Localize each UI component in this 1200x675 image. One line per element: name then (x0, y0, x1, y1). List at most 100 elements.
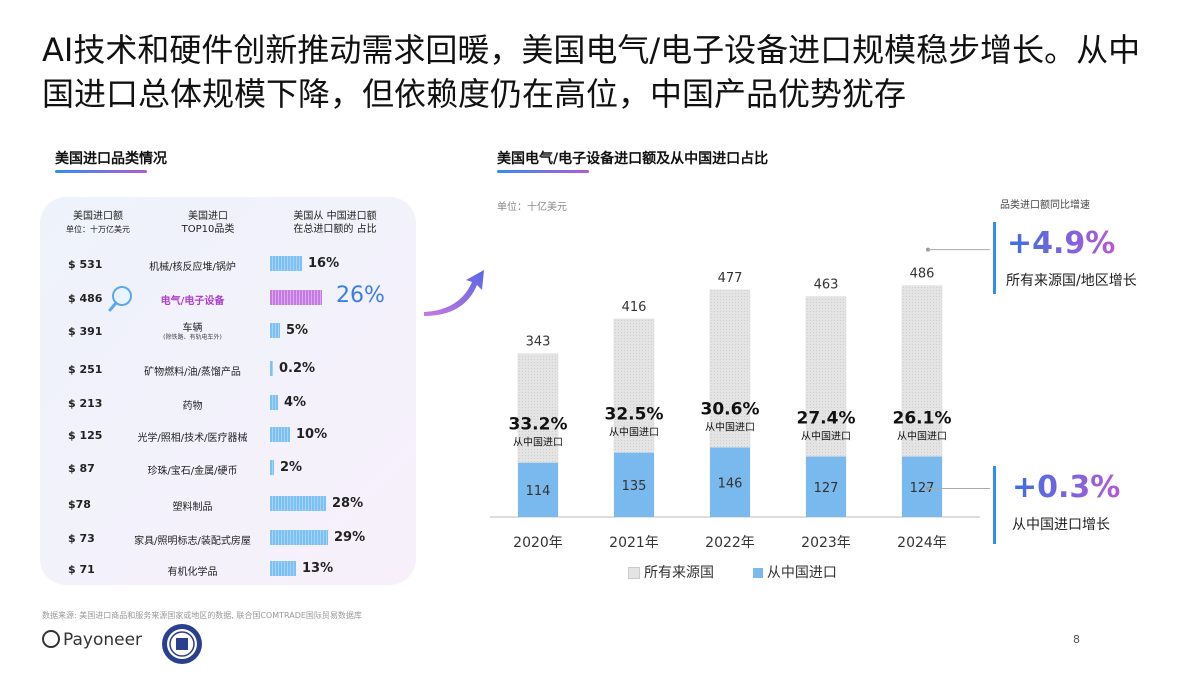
growth-cn-value: +0.3% (1012, 470, 1121, 505)
seal-logo (162, 624, 202, 664)
payoneer-logo: Payoneer (42, 630, 142, 650)
row-category: 有机化学品 (167, 567, 218, 578)
row-share-bar (270, 561, 296, 576)
yoy-title: 品类进口额同比增速 (1000, 200, 1090, 211)
row-category: 机械/核反应堆/锅炉 (149, 262, 236, 273)
share-caption: 从中国进口 (897, 430, 947, 443)
row-category: 塑料制品 (172, 502, 213, 513)
right-section-underline (497, 170, 589, 173)
share-caption: 从中国进口 (609, 426, 659, 439)
category-row: $ 531 机械/核反应堆/锅炉 16% (40, 249, 416, 279)
row-share-bar (270, 323, 280, 338)
col-header-share: 美国从 中国进口额 在总进口额的 占比 (293, 211, 377, 235)
row-category: 车辆 (除铁路、有轨电车外) (120, 319, 265, 342)
row-amount: $ 71 (68, 563, 95, 576)
bar-china-label: 127 (910, 481, 935, 496)
growth-cn-label: 从中国进口增长 (1012, 517, 1110, 533)
row-share-bar (270, 395, 278, 410)
bar-china-label: 146 (718, 476, 743, 491)
row-category: 电气/电子设备 (160, 296, 225, 307)
page-title: AI技术和硬件创新推动需求回暖，美国电气/电子设备进口规模稳步增长。从中国进口总… (42, 31, 1141, 113)
bar-china (806, 456, 846, 517)
magnifier-icon (108, 286, 132, 312)
row-share-label: 28% (332, 496, 364, 511)
share-label: 33.2% (509, 415, 568, 435)
category-row: $ 486 电气/电子设备 26% (40, 283, 416, 313)
row-amount: $ 251 (68, 363, 103, 376)
category-row: $ 87 珍珠/宝石/金属/硬币 2% (40, 453, 416, 483)
share-caption: 从中国进口 (513, 436, 563, 449)
row-share-label: 29% (334, 530, 366, 545)
bar-china (614, 452, 654, 517)
arrow-icon (424, 270, 484, 316)
row-share-label: 13% (302, 561, 334, 576)
row-amount: $ 73 (68, 532, 95, 545)
category-row: $78 塑料制品 28% (40, 489, 416, 519)
row-share-label: 10% (296, 427, 328, 442)
growth-all-accent (993, 222, 996, 294)
row-share-bar (270, 361, 273, 376)
chart-legend: 所有来源国 从中国进口 (628, 562, 837, 582)
legend-swatch-total (628, 567, 640, 579)
share-label: 30.6% (701, 400, 760, 420)
bar-china (902, 456, 942, 517)
x-tick-label: 2022年 (705, 535, 755, 551)
left-section-underline (55, 170, 147, 173)
row-share-label: 16% (308, 256, 340, 271)
growth-all-label: 所有来源国/地区增长 (1006, 273, 1137, 289)
import-bar-chart: 34311433.2%从中国进口2020年41613532.5%从中国进口202… (490, 247, 990, 551)
bar-china (710, 447, 750, 517)
category-row: $ 73 家具/照明标志/装配式房屋 29% (40, 523, 416, 553)
row-category: 药物 (182, 401, 203, 412)
row-category-note: (除铁路、有轨电车外) (163, 334, 222, 341)
unit-label: 单位：十亿美元 (497, 202, 567, 213)
growth-all-value: +4.9% (1007, 226, 1116, 261)
page-number: 8 (1073, 633, 1080, 646)
row-category: 矿物燃料/油/蒸馏产品 (144, 367, 241, 378)
row-share-label: 4% (284, 395, 307, 410)
row-category: 家具/照明标志/装配式房屋 (134, 536, 251, 547)
row-amount: $ 391 (68, 325, 103, 338)
bar-china (518, 462, 558, 517)
col-header-category: 美国进口 TOP10品类 (181, 211, 235, 235)
left-section-title: 美国进口品类情况 (55, 151, 167, 167)
x-tick-label: 2023年 (801, 535, 851, 551)
x-tick-label: 2020年 (513, 535, 563, 551)
legend-label-total: 所有来源国 (644, 565, 714, 581)
legend-label-china: 从中国进口 (766, 565, 837, 581)
row-share-bar (270, 496, 326, 511)
category-row: $ 391 车辆 (除铁路、有轨电车外) 5% (40, 316, 416, 346)
row-share-bar (270, 427, 290, 442)
bar-china-label: 135 (622, 479, 647, 494)
bar-total-label: 463 (814, 278, 839, 293)
growth-cn-accent (993, 466, 996, 544)
category-row: $ 125 光学/照相/技术/医疗器械 10% (40, 420, 416, 450)
data-source-note: 数据来源: 美国进口商品和服务来源国家或地区的数据, 联合国COMTRADE国际… (42, 611, 362, 620)
row-share-bar (270, 290, 322, 305)
row-share-label: 5% (286, 323, 309, 338)
row-share-label: 2% (280, 460, 303, 475)
category-row: $ 71 有机化学品 13% (40, 554, 416, 584)
legend-swatch-china (752, 568, 763, 578)
share-label: 32.5% (605, 405, 664, 425)
x-tick-label: 2024年 (897, 535, 947, 551)
bar-total-label: 416 (622, 300, 647, 315)
row-amount: $ 87 (68, 462, 95, 475)
row-share-label: 26% (336, 283, 385, 308)
x-tick-label: 2021年 (609, 535, 659, 551)
bar-total-label: 343 (526, 335, 551, 350)
row-share-bar (270, 530, 328, 545)
category-row: $ 251 矿物燃料/油/蒸馏产品 0.2% (40, 354, 416, 384)
row-category: 光学/照相/技术/医疗器械 (137, 433, 248, 444)
share-caption: 从中国进口 (801, 430, 851, 443)
row-amount: $ 486 (68, 292, 103, 305)
category-panel: 美国进口额 单位：十万亿美元 美国进口 TOP10品类 美国从 中国进口额 在总… (40, 197, 416, 585)
row-share-bar (270, 256, 302, 271)
bar-china-label: 127 (814, 481, 839, 496)
bar-china-label: 114 (526, 484, 551, 499)
row-share-label: 0.2% (279, 361, 316, 376)
row-amount: $ 531 (68, 258, 103, 271)
row-amount: $78 (68, 498, 91, 511)
share-label: 27.4% (797, 409, 856, 429)
category-row: $ 213 药物 4% (40, 388, 416, 418)
